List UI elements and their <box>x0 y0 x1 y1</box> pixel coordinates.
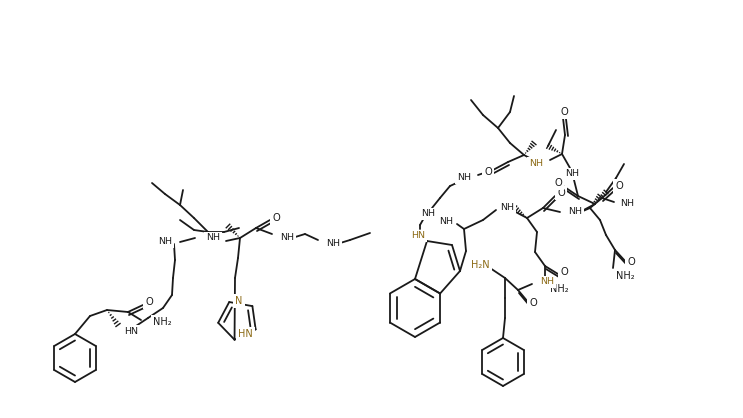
Text: O: O <box>554 178 562 188</box>
Text: NH: NH <box>457 173 471 183</box>
Text: NH: NH <box>206 234 220 242</box>
Text: NH: NH <box>439 217 453 225</box>
Text: NH: NH <box>158 237 172 247</box>
Text: NH₂: NH₂ <box>616 271 635 281</box>
Text: HN: HN <box>124 326 138 336</box>
Text: NH: NH <box>500 202 514 212</box>
Text: O: O <box>560 267 568 277</box>
Text: O: O <box>557 188 565 198</box>
Text: N: N <box>236 296 243 306</box>
Text: O: O <box>484 167 492 177</box>
Text: NH: NH <box>540 278 554 286</box>
Text: HN: HN <box>411 232 425 240</box>
Text: NH: NH <box>565 170 579 178</box>
Text: NH₂: NH₂ <box>153 317 172 327</box>
Text: NH₂: NH₂ <box>550 284 568 294</box>
Text: NH: NH <box>529 158 543 168</box>
Text: NH: NH <box>326 240 340 248</box>
Text: O: O <box>560 107 568 117</box>
Text: O: O <box>529 298 537 308</box>
Text: O: O <box>615 181 623 191</box>
Text: O: O <box>272 213 280 223</box>
Text: NH: NH <box>280 232 294 242</box>
Text: NH: NH <box>620 199 634 207</box>
Text: O: O <box>627 257 635 267</box>
Text: NH: NH <box>568 207 582 217</box>
Text: O: O <box>145 297 153 307</box>
Text: NH: NH <box>421 209 435 219</box>
Text: H₂N: H₂N <box>471 260 490 270</box>
Text: HN: HN <box>238 329 253 339</box>
